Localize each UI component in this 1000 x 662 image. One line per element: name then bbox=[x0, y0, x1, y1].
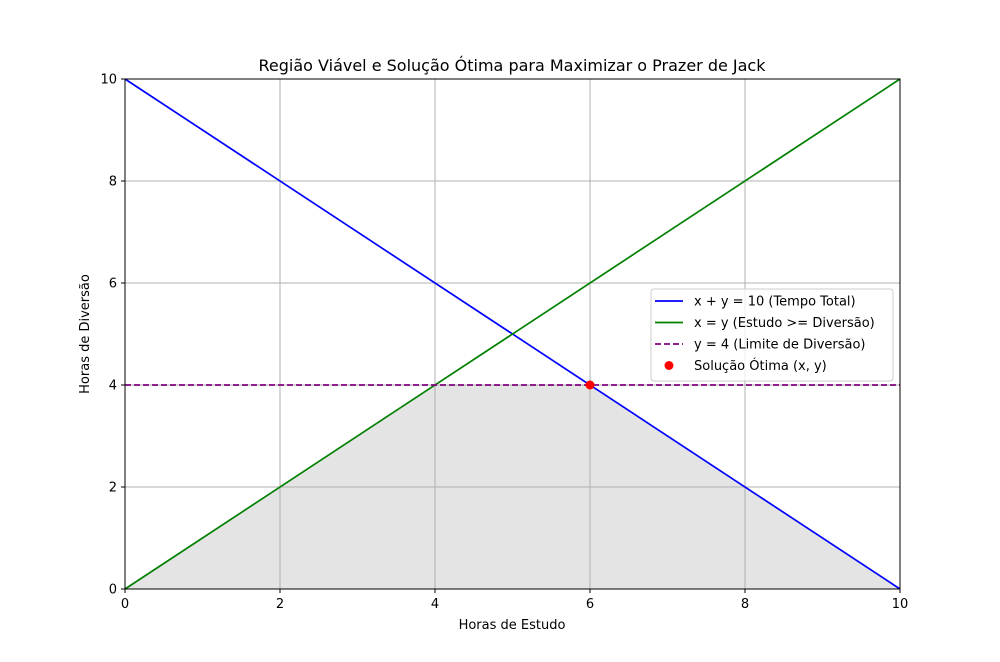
legend-swatch-3 bbox=[664, 361, 674, 370]
series-line-1 bbox=[124, 78, 901, 590]
chart-title: Região Viável e Solução Ótima para Maxim… bbox=[259, 56, 767, 75]
y-tick-label: 2 bbox=[109, 481, 117, 496]
y-axis-label: Horas de Diversão bbox=[78, 274, 93, 394]
legend-entry-3: Solução Ótima (x, y) bbox=[694, 358, 827, 374]
plot-area: 0 2 4 6 8 10 0 2 4 6 8 10 bbox=[100, 73, 908, 613]
y-tick-label: 6 bbox=[109, 277, 117, 292]
axes-frame bbox=[124, 78, 901, 590]
x-axis-label: Horas de Estudo bbox=[459, 618, 566, 633]
legend-entry-1: x = y (Estudo >= Diversão) bbox=[694, 316, 875, 331]
x-tick-label: 0 bbox=[121, 597, 129, 612]
y-tick-label: 10 bbox=[100, 73, 117, 88]
optimal-point bbox=[585, 380, 595, 390]
x-tick-label: 10 bbox=[892, 597, 909, 612]
y-tick-label: 4 bbox=[109, 379, 117, 394]
legend-entry-0: x + y = 10 (Tempo Total) bbox=[694, 295, 856, 310]
x-tick-label: 2 bbox=[276, 597, 284, 612]
legend: x + y = 10 (Tempo Total) x = y (Estudo >=… bbox=[650, 288, 894, 382]
x-tick-label: 6 bbox=[586, 597, 594, 612]
y-tick-label: 8 bbox=[109, 175, 117, 190]
legend-box bbox=[650, 288, 894, 382]
x-tick-label: 8 bbox=[741, 597, 749, 612]
x-tick-label: 4 bbox=[431, 597, 439, 612]
y-tick-label: 0 bbox=[109, 583, 117, 598]
legend-entry-2: y = 4 (Limite de Diversão) bbox=[694, 338, 866, 353]
